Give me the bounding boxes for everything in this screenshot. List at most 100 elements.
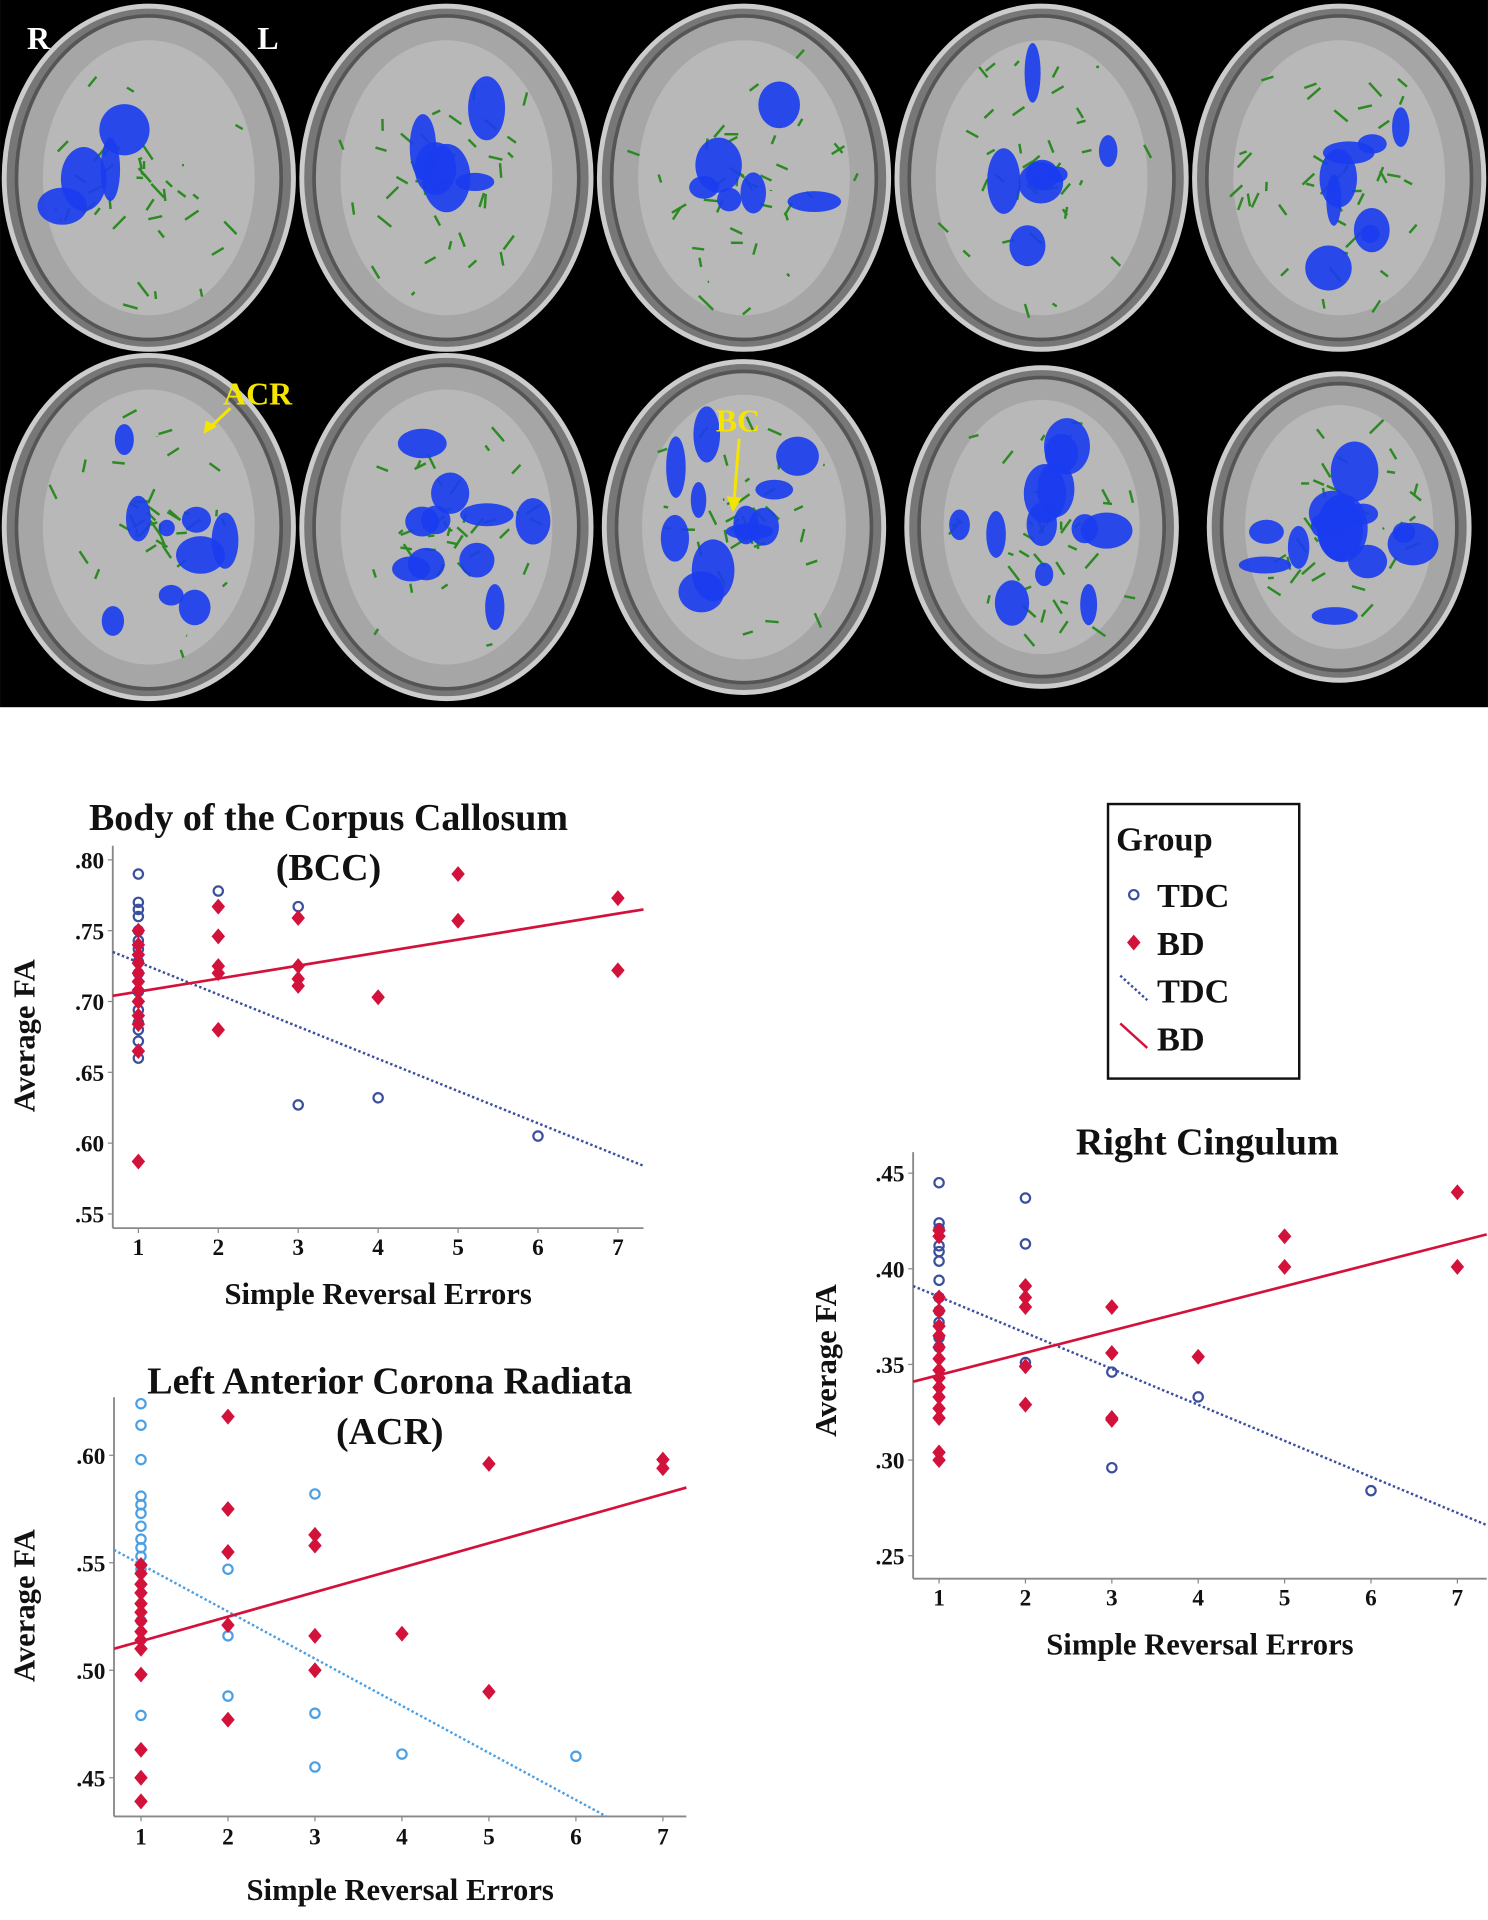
y-tick-label: .80 — [75, 848, 104, 874]
tract — [87, 75, 98, 88]
y-tick-label: .60 — [75, 1132, 104, 1158]
tract — [81, 459, 87, 473]
x-tick-label: 1 — [933, 1586, 945, 1612]
point — [309, 1761, 321, 1773]
point — [131, 1007, 146, 1024]
blob — [455, 172, 495, 192]
tract — [372, 569, 377, 578]
orientation-label: R — [27, 21, 51, 56]
tract — [467, 259, 478, 269]
y-tick-label: .55 — [75, 1203, 104, 1229]
tract — [1381, 526, 1385, 530]
tract — [483, 193, 487, 209]
tract — [1266, 585, 1282, 597]
tract — [797, 118, 804, 127]
chart-title: Right Cingulum — [1076, 1122, 1339, 1164]
blob — [1311, 607, 1358, 625]
tract — [1023, 633, 1036, 647]
legend-label: TDC — [1157, 877, 1229, 915]
tract — [1333, 109, 1349, 123]
blob — [994, 580, 1030, 626]
point — [131, 973, 146, 990]
tract — [1278, 203, 1288, 216]
legend-box — [1106, 802, 1301, 1080]
tract — [486, 643, 493, 647]
x-tick-label: 3 — [309, 1825, 321, 1851]
tract — [1408, 223, 1418, 234]
tract — [1060, 182, 1071, 196]
blob — [1347, 503, 1379, 525]
blob — [1287, 525, 1310, 569]
tract — [795, 49, 805, 60]
tract — [981, 178, 989, 192]
tract — [793, 505, 804, 512]
x-axis-label: Simple Reversal Errors — [1046, 1628, 1353, 1662]
tract — [770, 135, 777, 145]
y-axis-label: Average FA — [7, 1529, 41, 1682]
point — [134, 1741, 148, 1758]
tract — [1376, 166, 1385, 182]
tract — [1250, 192, 1260, 208]
blob — [1326, 174, 1342, 226]
tract — [1051, 66, 1060, 78]
tract — [1143, 144, 1153, 159]
point — [291, 958, 305, 975]
point — [134, 1769, 148, 1786]
blob — [690, 482, 707, 519]
point — [532, 1130, 544, 1142]
tract — [1408, 515, 1417, 522]
tract — [1280, 267, 1290, 277]
y-tick-label: .65 — [75, 1061, 104, 1087]
tract — [1236, 196, 1244, 211]
tract — [192, 193, 200, 200]
point — [482, 1455, 496, 1472]
point — [1106, 1461, 1118, 1474]
blob — [1322, 141, 1375, 165]
point — [134, 1576, 148, 1593]
point — [211, 928, 226, 945]
x-tick-label: 7 — [1452, 1586, 1464, 1612]
point — [932, 1318, 946, 1335]
tract — [141, 144, 154, 161]
tract — [1067, 544, 1078, 551]
tract — [122, 303, 138, 310]
tract — [1403, 179, 1413, 186]
tract — [1289, 568, 1302, 584]
tract — [742, 630, 754, 636]
tract — [179, 649, 185, 659]
point — [132, 896, 145, 909]
tract — [376, 214, 393, 228]
blob — [178, 589, 211, 626]
tract — [385, 185, 400, 200]
y-axis-label: Average FA — [7, 959, 41, 1112]
tract — [1388, 556, 1398, 570]
tract — [498, 163, 503, 178]
tract — [1303, 82, 1317, 90]
tract — [713, 124, 726, 139]
point — [611, 962, 625, 979]
tract — [729, 226, 743, 235]
tract — [453, 534, 464, 550]
point — [1191, 1348, 1205, 1365]
tract — [221, 581, 228, 588]
tract — [1011, 106, 1026, 117]
tract — [748, 83, 760, 92]
annotation-arrow — [732, 438, 741, 501]
point — [134, 1612, 148, 1629]
tract — [671, 206, 682, 221]
tract — [112, 215, 127, 230]
y-tick-label: .35 — [875, 1353, 904, 1379]
point — [372, 1092, 384, 1104]
tract — [1379, 170, 1388, 184]
tract — [1236, 152, 1253, 169]
tract — [395, 175, 409, 185]
tract — [1052, 599, 1063, 615]
tract — [126, 86, 135, 93]
point — [131, 993, 146, 1010]
tract — [1101, 488, 1111, 505]
tract — [1305, 182, 1315, 188]
tract — [162, 188, 167, 202]
point — [212, 885, 225, 897]
tract — [467, 138, 477, 148]
x-tick-label: 4 — [396, 1825, 408, 1851]
